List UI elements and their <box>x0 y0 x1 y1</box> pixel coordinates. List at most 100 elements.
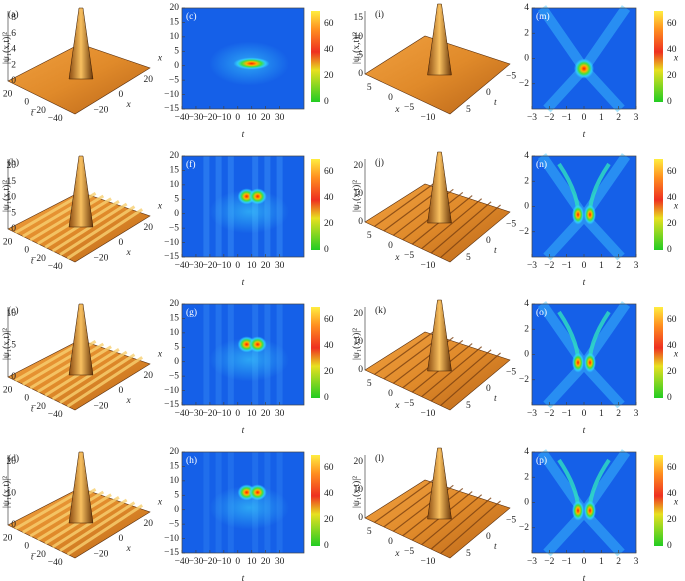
z-axis-label: |ψ₁(x,t)|² <box>351 32 362 64</box>
peak <box>248 336 267 353</box>
panel-label: (l) <box>375 453 384 464</box>
z-tick-label: 5 <box>11 341 16 351</box>
z-tick-label: 8 <box>11 13 16 23</box>
y-axis-label: x <box>673 202 679 212</box>
y-tick-label: −15 <box>164 252 179 262</box>
ripple <box>430 497 492 550</box>
z-tick-label: 20 <box>7 457 17 467</box>
z-axis-label: |ψ₁(x,t)|² <box>351 476 362 508</box>
y-tick-label: 20 <box>170 3 180 13</box>
tick-label: 0 <box>486 88 491 98</box>
axis-label: x <box>126 100 132 110</box>
z-axis-label: |ψ₁(x,t)|² <box>1 476 12 508</box>
x-tick-label: 30 <box>275 557 285 567</box>
x-axis-label: t <box>242 426 245 436</box>
y-tick-label: 5 <box>174 490 179 500</box>
axis-label: x <box>126 396 132 406</box>
y-tick-label: 2 <box>524 472 529 482</box>
y-tick-label: −10 <box>164 534 179 544</box>
x-axis-label: t <box>583 574 586 581</box>
colorbar-tick-label: 60 <box>667 167 677 177</box>
y-tick-label: 10 <box>170 32 180 42</box>
axis-label: t <box>31 109 34 119</box>
z-axis-label: |ψ₁(x,t)|² <box>1 180 12 212</box>
x-tick-label: 20 <box>261 113 271 123</box>
axis-label: t <box>31 257 34 267</box>
z-tick-label: 10 <box>7 309 17 319</box>
colorbar-tick-label: 0 <box>324 541 329 551</box>
tick-label: 5 <box>367 83 372 93</box>
glow <box>209 485 290 530</box>
tick-label: 0 <box>119 534 124 544</box>
tick-label: −40 <box>48 262 63 272</box>
colorbar-tick-label: 0 <box>667 393 672 403</box>
y-tick-label: 0 <box>524 202 529 212</box>
y-tick-label: 15 <box>170 314 180 324</box>
panel-label: (i) <box>375 9 384 20</box>
y-tick-label: 4 <box>524 299 529 309</box>
colorbar-tick-label: 20 <box>324 367 334 377</box>
y-tick-label: −15 <box>164 548 179 558</box>
colorbar-tick-label: 40 <box>324 341 334 351</box>
x-tick-label: 10 <box>247 113 257 123</box>
y-tick-label: 0 <box>524 498 529 508</box>
z-tick-label: 4 <box>11 45 16 55</box>
y-axis-label: x <box>157 498 163 508</box>
ripple <box>421 198 483 250</box>
z-tick-label: 10 <box>7 489 17 499</box>
colorbar-tick-label: 40 <box>324 193 334 203</box>
x-tick-label: −3 <box>527 261 537 271</box>
axis-label: t <box>494 98 497 108</box>
y-tick-label: −15 <box>164 104 179 114</box>
x-tick-label: 1 <box>599 557 604 567</box>
y-tick-label: 5 <box>174 46 179 56</box>
y-tick-label: −10 <box>164 238 179 248</box>
tick-label: −5 <box>404 251 414 261</box>
frame <box>181 451 305 554</box>
x-tick-label: −20 <box>202 557 217 567</box>
tick-label: −20 <box>94 550 109 560</box>
colorbar-tick-label: 20 <box>324 219 334 229</box>
x-tick-label: 10 <box>247 409 257 419</box>
axis-label: x <box>394 401 400 411</box>
tick-label: 20 <box>144 371 154 381</box>
y-tick-label: −5 <box>169 519 179 529</box>
x-tick-label: 3 <box>634 261 639 271</box>
y-tick-label: 10 <box>170 328 180 338</box>
ripple <box>66 208 144 260</box>
z-tick-label: 0 <box>358 69 363 79</box>
y-tick-label: 2 <box>524 28 529 38</box>
tick-label: 5 <box>466 253 471 263</box>
axis-label: x <box>126 248 132 258</box>
x-tick-label: 1 <box>599 261 604 271</box>
tick-label: −5 <box>506 516 516 526</box>
x-tick-label: −30 <box>189 557 204 567</box>
x-tick-label: −20 <box>202 261 217 271</box>
stripe <box>203 304 210 405</box>
ripple <box>29 490 105 538</box>
x-tick-label: 3 <box>634 113 639 123</box>
tick-label: 20 <box>3 89 13 99</box>
z-tick-label: 0 <box>11 372 16 382</box>
y-axis-label: x <box>157 54 163 64</box>
tick-label: −5 <box>404 103 414 113</box>
tick-label: 0 <box>388 241 393 251</box>
tick-label: −5 <box>506 220 516 230</box>
z-tick-label: 0 <box>11 76 16 86</box>
frame <box>181 7 305 110</box>
peak <box>427 151 452 224</box>
y-axis-label: x <box>673 54 679 64</box>
density-plot <box>532 156 636 257</box>
y-tick-label: 0 <box>174 209 179 219</box>
z-axis-label: |ψ₁(x,t)|² <box>1 328 12 360</box>
x-axis-label: t <box>583 130 586 140</box>
tick-label: 20 <box>3 237 13 247</box>
panel-label: (j) <box>375 157 384 168</box>
colorbar-tick-label: 40 <box>667 341 677 351</box>
tick-label: 20 <box>3 533 13 543</box>
colorbar-tick-label: 60 <box>324 167 334 177</box>
colorbar-tick-label: 0 <box>324 97 329 107</box>
peak <box>248 484 267 501</box>
x-tick-label: −10 <box>216 557 231 567</box>
